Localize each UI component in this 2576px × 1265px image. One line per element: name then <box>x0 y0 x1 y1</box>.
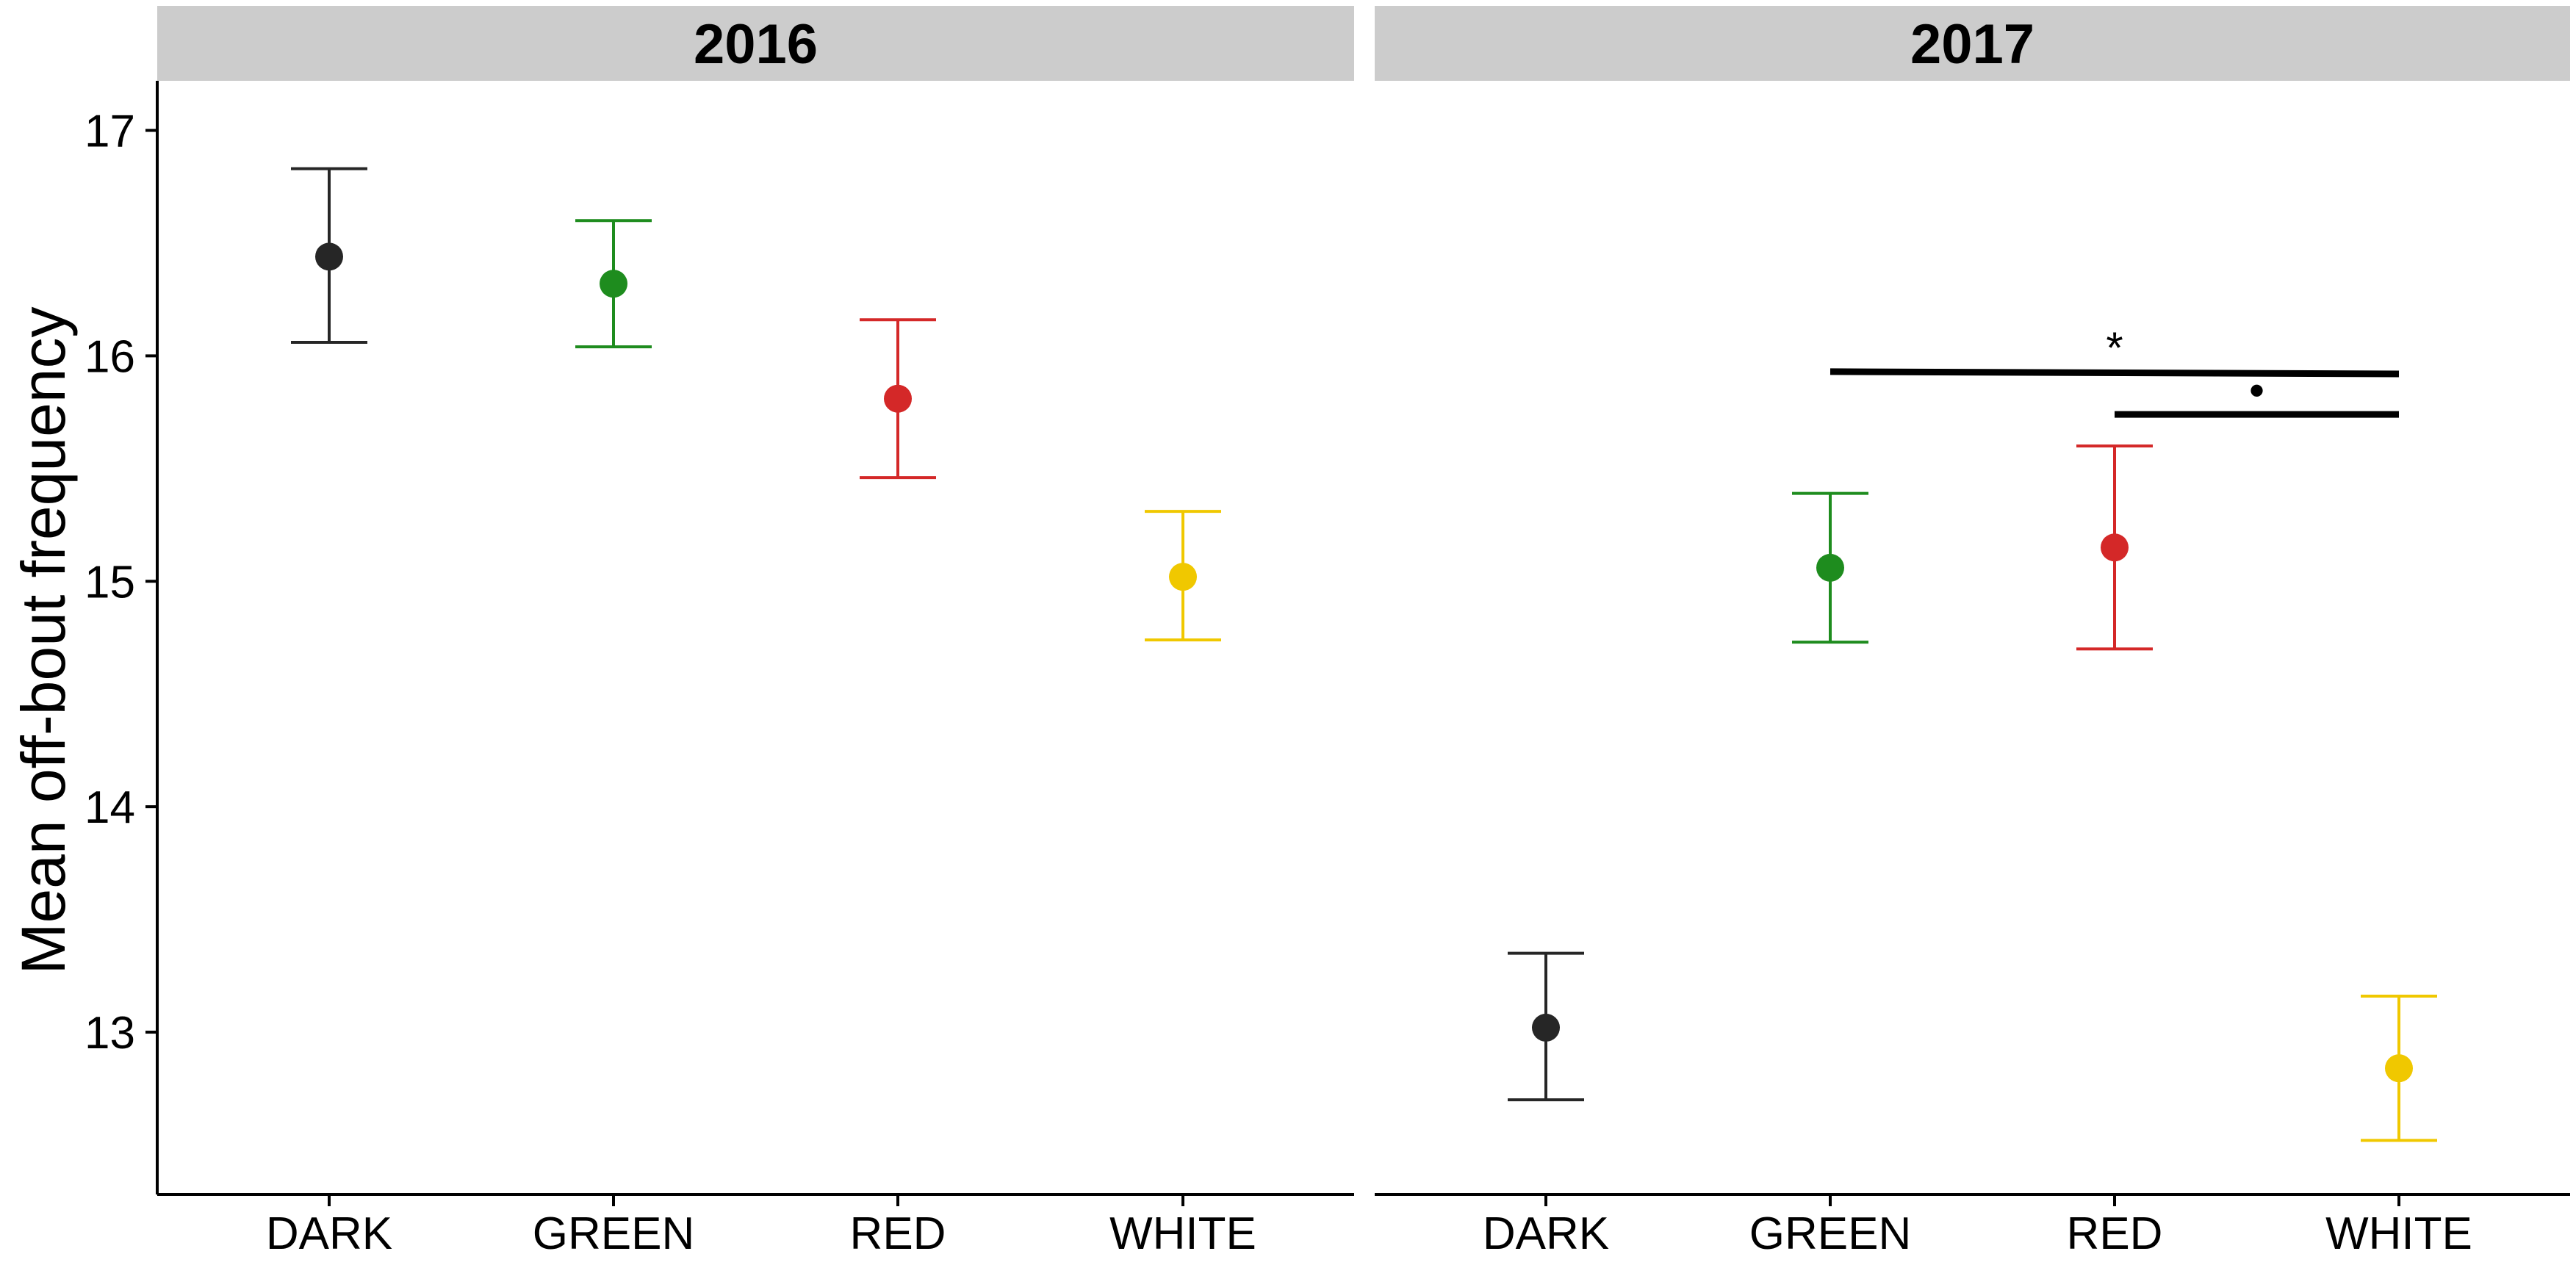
y-tick-label: 14 <box>84 782 135 833</box>
x-tick-label: DARK <box>1483 1208 1609 1259</box>
y-tick-label: 15 <box>84 557 135 608</box>
panel-strip <box>1375 6 2570 81</box>
panel-strip <box>157 6 1354 81</box>
significance-label: * <box>2106 323 2123 372</box>
x-tick-label: WHITE <box>1109 1208 1256 1259</box>
data-point <box>2101 533 2129 562</box>
y-tick-label: 16 <box>84 331 135 382</box>
data-point <box>315 242 343 271</box>
data-point-group <box>291 167 367 344</box>
data-point-group <box>860 318 936 480</box>
data-point <box>1816 553 1844 582</box>
data-point-group <box>2076 444 2153 651</box>
significance-line <box>1830 368 2400 378</box>
x-tick-label: WHITE <box>2325 1208 2472 1259</box>
x-tick-label: RED <box>850 1208 946 1259</box>
panel-2017: 2017 DARK GREEN RED WHITE * • <box>1375 6 2570 1259</box>
panel-2016: 2016 13 14 15 16 17 DARK GREEN RED WHITE <box>84 6 1354 1259</box>
x-tick-label: DARK <box>266 1208 392 1259</box>
data-point-group <box>2361 994 2437 1142</box>
data-point <box>2385 1054 2413 1083</box>
panel-title: 2016 <box>694 13 818 76</box>
panel-title: 2017 <box>1910 13 2034 76</box>
data-point-group <box>1792 491 1868 644</box>
data-point <box>884 384 912 413</box>
x-tick-label: GREEN <box>533 1208 694 1259</box>
data-point-group <box>1508 951 1584 1102</box>
data-point <box>1169 563 1197 591</box>
data-point <box>600 270 627 298</box>
y-tick-label: 13 <box>84 1008 135 1059</box>
y-tick-label: 17 <box>84 107 135 157</box>
panels-layer: 2016 13 14 15 16 17 DARK GREEN RED WHITE 2017 DARK G… <box>84 6 2570 1259</box>
y-axis-label: Mean off-bout frequency <box>9 306 78 974</box>
x-tick-label: GREEN <box>1749 1208 1911 1259</box>
data-point <box>1532 1013 1560 1042</box>
x-tick-label: RED <box>2067 1208 2163 1259</box>
data-point-group <box>1145 510 1221 642</box>
data-point-group <box>575 219 652 349</box>
significance-label: • <box>2249 366 2264 415</box>
